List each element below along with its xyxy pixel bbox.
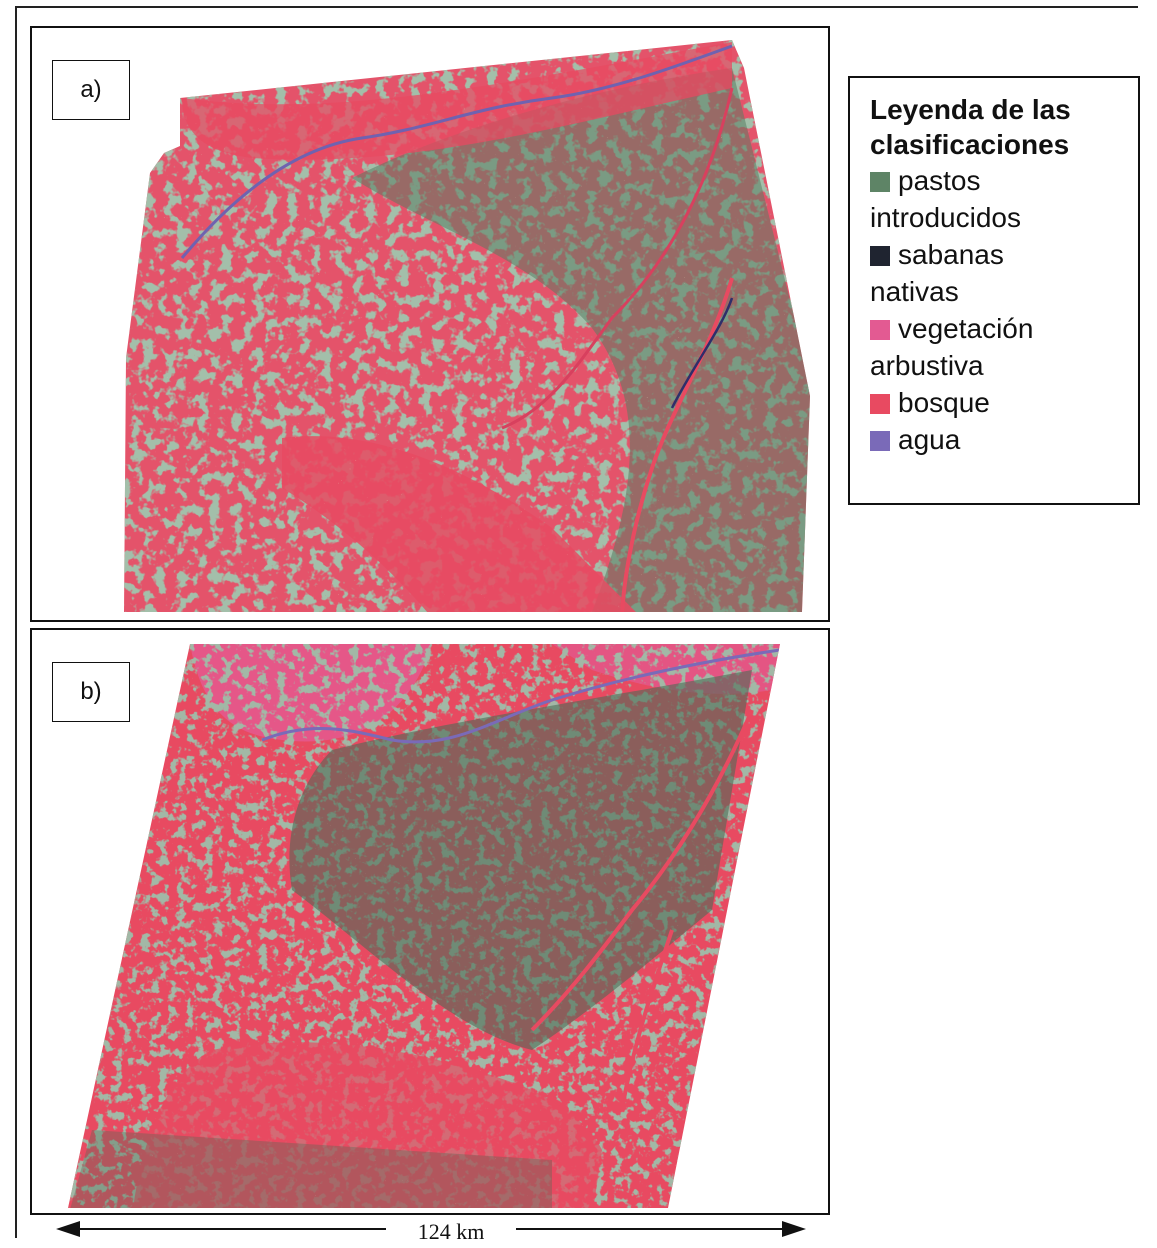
legend-item-bosque: bosque: [870, 384, 1138, 421]
legend-item-label: vegetación: [898, 313, 1034, 344]
arrow-right-icon: [782, 1221, 806, 1237]
map-panel-a: a): [30, 26, 830, 622]
swatch-pastos: [870, 172, 890, 192]
legend-title-line1: Leyenda de las: [870, 94, 1071, 125]
map-panel-b: b): [30, 628, 830, 1215]
legend-item-pastos-line2: introducidos: [870, 202, 1021, 233]
swatch-agua: [870, 431, 890, 451]
legend: Leyenda de las clasificaciones pastos in…: [848, 76, 1140, 505]
river-north: [180, 44, 733, 259]
swatch-sabanas: [870, 246, 890, 266]
legend-item-label: pastos: [898, 165, 981, 196]
panel-label-b: b): [52, 662, 130, 722]
panel-label-a: a): [52, 60, 130, 120]
legend-item-pastos: pastos: [870, 162, 1138, 199]
legend-item-label: bosque: [898, 387, 990, 418]
classification-map-b: [68, 644, 780, 1208]
stream-east: [620, 929, 674, 1111]
scale-bar: 124 km: [56, 1213, 806, 1245]
river-dark: [670, 297, 734, 409]
scale-label: 124 km: [386, 1219, 516, 1245]
river-north: [261, 648, 780, 744]
swatch-bosque: [870, 394, 890, 414]
classification-map-a: [124, 40, 810, 612]
arrow-left-icon: [56, 1221, 80, 1237]
legend-title-line2: clasificaciones: [870, 129, 1070, 160]
legend-item-sabanas: sabanas: [870, 236, 1138, 273]
figure-frame: [15, 6, 1138, 1238]
legend-item-vegetacion: vegetación: [870, 310, 1138, 347]
stream: [501, 87, 734, 430]
speckle-texture: [68, 644, 780, 1208]
stream-main: [620, 277, 734, 612]
legend-item-sabanas-line2: nativas: [870, 276, 959, 307]
legend-item-agua: agua: [870, 421, 1138, 458]
legend-item-label: agua: [898, 424, 961, 455]
speckle-texture: [124, 40, 810, 612]
stream: [530, 709, 754, 1032]
legend-item-vegetacion-line2: arbustiva: [870, 350, 984, 381]
swatch-vegetacion: [870, 320, 890, 340]
legend-item-label: sabanas: [898, 239, 1004, 270]
